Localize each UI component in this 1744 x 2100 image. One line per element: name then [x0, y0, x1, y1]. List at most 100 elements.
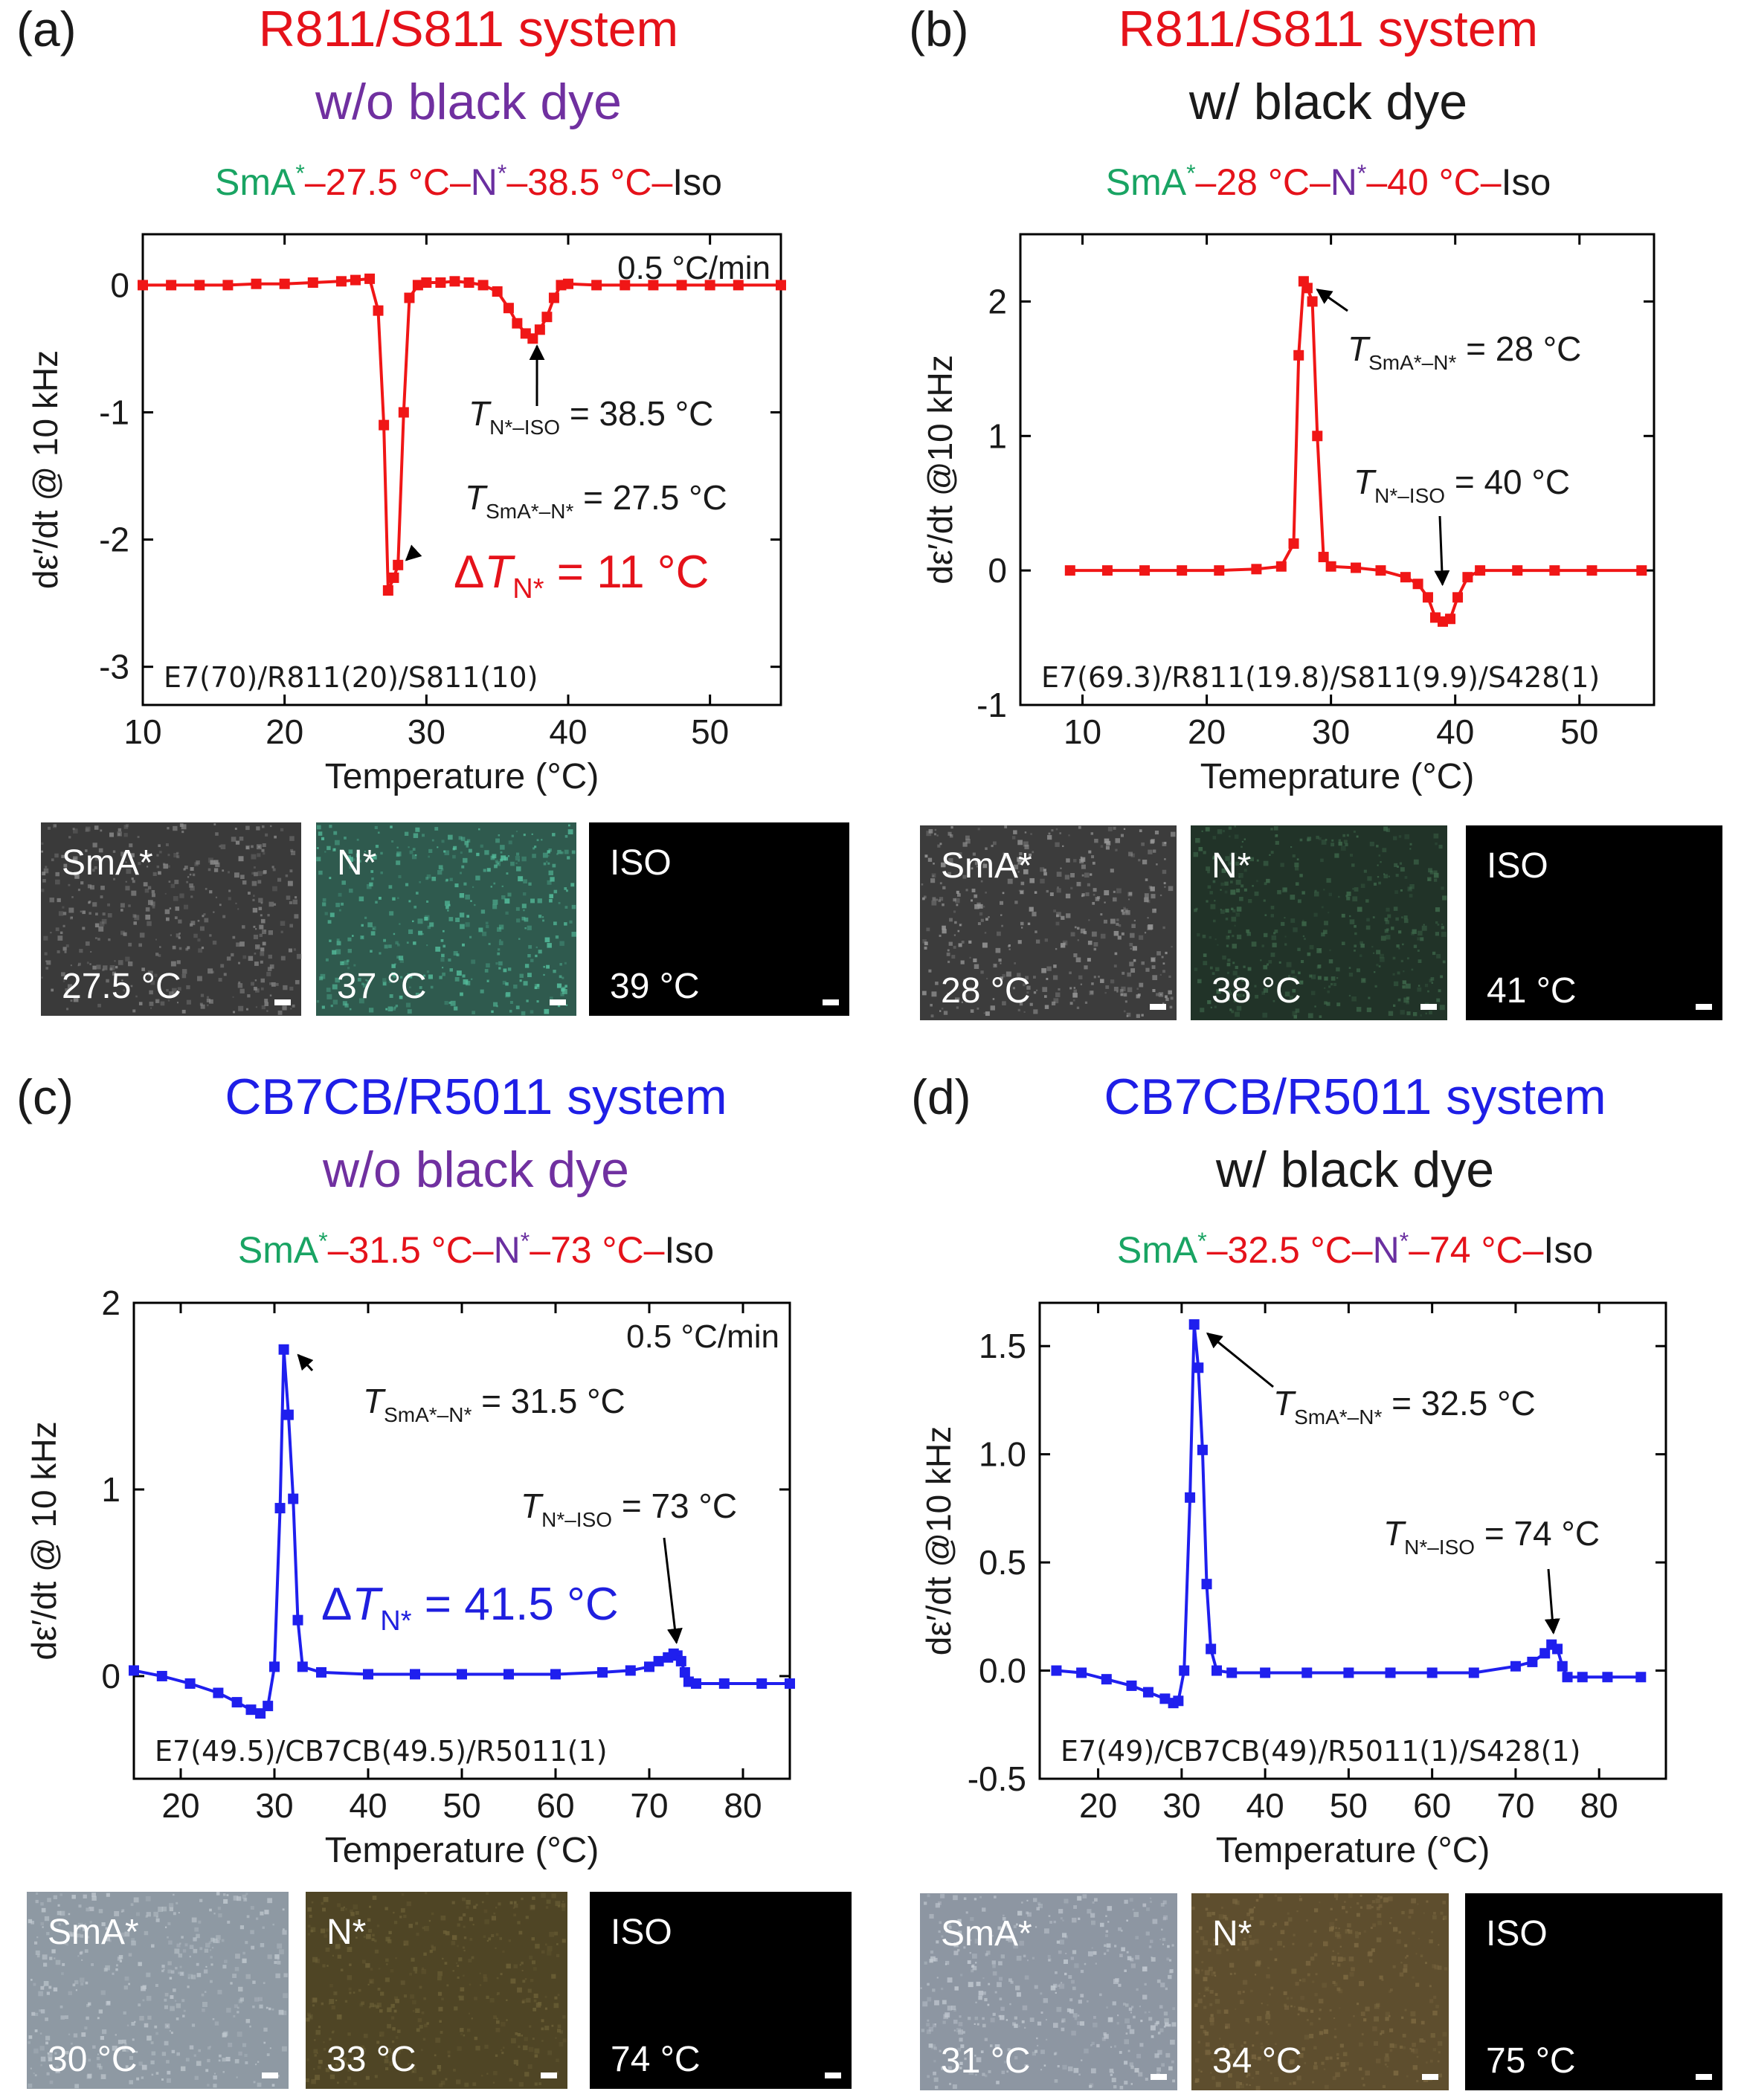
texture-speck: [258, 898, 263, 903]
texture-speck: [1077, 927, 1080, 930]
texture-speck: [1142, 1903, 1147, 1907]
texture-speck: [1312, 1980, 1315, 1983]
texture-speck: [1033, 1898, 1037, 1902]
texture-speck: [1260, 959, 1262, 962]
texture-speck: [1229, 2061, 1233, 2064]
texture-speck: [1110, 979, 1115, 984]
texture-speck: [987, 2003, 990, 2006]
texture-speck: [488, 1937, 492, 1941]
texture-speck: [1312, 2081, 1315, 2084]
texture-speck: [1100, 913, 1103, 916]
texture-speck: [168, 1940, 173, 1945]
x-tick-label: 80: [1580, 1786, 1618, 1825]
y-axis-label: dε′/dt @ 10 kHz: [26, 350, 65, 589]
texture-speck: [534, 2048, 540, 2054]
texture-speck: [240, 875, 245, 880]
texture-speck: [231, 953, 234, 957]
texture-speck: [1249, 857, 1255, 862]
texture-speck: [1100, 1922, 1104, 1927]
texture-speck: [261, 848, 265, 852]
texture-speck: [1328, 892, 1333, 897]
texture-speck: [1091, 1920, 1095, 1925]
texture-speck: [242, 880, 247, 885]
texture-speck: [1214, 1993, 1218, 1997]
data-point: [382, 585, 393, 596]
texture-speck: [567, 829, 573, 834]
texture-speck: [1329, 2009, 1332, 2012]
texture-speck: [1244, 1946, 1249, 1951]
texture-speck: [1120, 993, 1124, 996]
texture-speck: [120, 855, 125, 860]
texture-speck: [57, 935, 63, 941]
texture-speck: [1423, 2040, 1426, 2043]
texture-speck: [368, 1929, 372, 1933]
texture-speck: [1115, 1977, 1119, 1983]
texture-speck: [329, 912, 335, 918]
texture-speck: [1267, 2058, 1270, 2061]
texture-speck: [927, 2019, 930, 2022]
texture-speck: [70, 2042, 73, 2045]
texture-speck: [1374, 971, 1376, 973]
texture-speck: [1027, 1912, 1032, 1917]
texture-speck: [527, 1988, 532, 1993]
data-point: [421, 277, 432, 289]
texture-speck: [247, 994, 251, 998]
texture-speck: [515, 906, 520, 911]
texture-speck: [280, 921, 286, 926]
x-tick-label: 40: [1246, 1786, 1284, 1825]
texture-speck: [953, 898, 956, 902]
texture-speck: [983, 862, 985, 864]
texture-speck: [1380, 1896, 1383, 1899]
texture-speck: [234, 872, 239, 878]
texture-speck: [239, 1925, 245, 1930]
texture-speck: [518, 2045, 521, 2049]
texture-speck: [496, 1977, 499, 1980]
texture-speck: [392, 2027, 396, 2031]
texture-speck: [1428, 868, 1432, 873]
texture-speck: [1249, 1939, 1255, 1945]
texture-speck: [422, 2038, 426, 2041]
texture-speck: [1317, 976, 1322, 980]
texture-speck: [532, 854, 536, 858]
texture-speck: [1293, 1933, 1296, 1936]
texture-speck: [963, 1897, 967, 1900]
texture-speck: [123, 2011, 126, 2015]
texture-speck: [1084, 1001, 1088, 1004]
texture-speck: [1053, 998, 1059, 1004]
texture-speck: [1128, 2007, 1133, 2012]
texture-speck: [355, 1936, 358, 1939]
panel-label: (b): [909, 1, 969, 57]
texture-speck: [1272, 999, 1275, 1002]
texture-speck: [1365, 2070, 1371, 2076]
texture-speck: [112, 1972, 115, 1975]
micrograph-background: [1191, 1893, 1449, 2090]
texture-speck: [1051, 1001, 1056, 1005]
texture-speck: [942, 925, 946, 930]
texture-speck: [1376, 1937, 1382, 1942]
texture-speck: [397, 897, 399, 899]
texture-speck: [957, 1919, 962, 1923]
texture-speck: [1078, 2000, 1082, 2004]
texture-speck: [428, 848, 433, 854]
texture-speck: [1060, 1917, 1063, 1920]
texture-speck: [448, 834, 453, 840]
texture-speck: [1412, 1931, 1415, 1935]
texture-speck: [193, 2054, 196, 2057]
texture-speck: [336, 941, 341, 946]
texture-speck: [1438, 2073, 1442, 2078]
texture-speck: [1442, 1901, 1446, 1904]
texture-speck: [443, 944, 446, 948]
texture-speck: [344, 2081, 347, 2084]
texture-speck: [395, 941, 399, 944]
texture-speck: [1403, 918, 1409, 924]
texture-speck: [397, 2029, 401, 2033]
texture-speck: [71, 916, 73, 918]
texture-speck: [49, 898, 54, 903]
texture-speck: [1144, 893, 1149, 898]
texture-speck: [1019, 1002, 1023, 1006]
texture-speck: [86, 2074, 91, 2079]
texture-speck: [1223, 1915, 1227, 1919]
texture-speck: [1328, 959, 1333, 964]
data-point: [653, 1655, 664, 1666]
texture-speck: [486, 1995, 489, 2000]
